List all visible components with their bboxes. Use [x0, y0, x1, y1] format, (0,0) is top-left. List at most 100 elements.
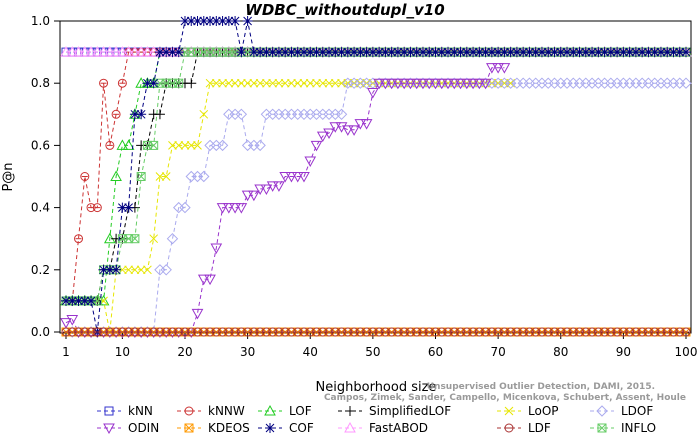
data-point-cross: [184, 423, 194, 433]
data-point: [264, 404, 276, 416]
legend-item-kNNW: kNNW: [177, 404, 245, 418]
data-point: [67, 295, 78, 306]
data-point: [105, 140, 115, 150]
data-point: [681, 327, 691, 337]
data-point: [103, 423, 115, 434]
data-point: [498, 63, 511, 74]
legend-label: LOF: [289, 404, 312, 418]
data-point: [167, 47, 178, 58]
data-point: [287, 78, 296, 88]
data-point: [637, 47, 648, 58]
data-point: [110, 170, 122, 181]
data-point: [279, 172, 292, 183]
data-point: [116, 139, 129, 150]
data-point-cross: [130, 234, 140, 244]
data-point: [217, 16, 228, 26]
data-point: [674, 47, 685, 58]
data-point: [60, 46, 72, 57]
data-point: [193, 141, 202, 150]
data-point: [237, 78, 246, 88]
data-point: [168, 141, 177, 150]
data-point: [111, 264, 122, 275]
data-point: [235, 203, 248, 214]
x-axis: 1 10 20 30 40 50 60 70 80 90 100: [62, 333, 697, 359]
data-point: [330, 78, 340, 88]
data-point: [260, 184, 273, 195]
data-point: [85, 46, 97, 57]
data-point: [198, 16, 209, 26]
data-point: [630, 47, 641, 58]
data-point: [268, 78, 278, 88]
data-point: [205, 78, 215, 88]
credit-line-2: Unsupervised Outlier Detection, DAMI, 20…: [427, 382, 655, 392]
data-point: [261, 47, 272, 58]
legend-item-COF: COF: [258, 421, 314, 434]
data-point: [186, 16, 197, 26]
data-point: [681, 47, 691, 58]
data-point: [122, 46, 135, 57]
data-point: [597, 423, 607, 433]
data-point: [479, 78, 492, 90]
data-point: [323, 128, 335, 139]
data-point: [316, 131, 329, 143]
data-point: [204, 274, 216, 286]
y-tick-label: 0.0: [31, 325, 50, 339]
data-point: [504, 423, 514, 433]
y-tick-label: 0.2: [31, 263, 50, 277]
data-point: [216, 139, 229, 152]
data-point: [649, 47, 660, 58]
legend-item-LOF: LOF: [258, 404, 312, 418]
legend-label: KDEOS: [208, 421, 250, 434]
data-point: [392, 47, 403, 58]
data-point: [467, 78, 479, 90]
data-point: [655, 47, 666, 58]
credit-line-1: Campos, Zimek, Sander, Campello, Micenko…: [324, 393, 686, 403]
legend-label: LoOP: [528, 404, 559, 418]
data-point: [265, 423, 275, 433]
legend-label: SimplifiedLOF: [369, 404, 451, 418]
data-point: [435, 78, 448, 90]
data-point-cross: [174, 78, 184, 88]
data-point: [129, 109, 140, 120]
data-point: [243, 78, 252, 88]
data-point: [574, 47, 585, 58]
data-point: [274, 78, 284, 88]
data-point: [262, 78, 271, 88]
data-point: [349, 47, 360, 58]
data-point: [191, 308, 204, 320]
data-point: [342, 47, 353, 58]
series-line: [72, 82, 686, 333]
data-point: [530, 47, 541, 58]
legend-item-LDOF: LDOF: [590, 404, 653, 418]
data-point: [230, 16, 241, 26]
data-point: [186, 47, 196, 57]
data-point: [222, 203, 235, 214]
series-line: [66, 51, 686, 302]
legend-label: INFLO: [621, 421, 656, 434]
data-point: [78, 46, 91, 57]
data-point: [493, 47, 504, 58]
data-point: [443, 47, 454, 58]
data-point: [166, 232, 179, 245]
data-point: [662, 47, 673, 58]
x-tick-label: 80: [553, 345, 568, 359]
data-point: [179, 201, 191, 214]
legend-item-LDF: LDF: [497, 421, 551, 434]
data-point: [562, 47, 573, 58]
data-point: [248, 190, 260, 202]
data-point: [618, 47, 629, 58]
data-point: [80, 172, 90, 181]
series-ODIN: [60, 63, 511, 339]
data-point: [505, 47, 516, 58]
data-point: [324, 47, 335, 58]
data-point: [218, 78, 227, 88]
data-point: [255, 47, 266, 58]
data-point: [405, 47, 416, 58]
data-point: [449, 47, 460, 58]
data-point: [74, 234, 84, 244]
legend-item-ODIN: ODIN: [97, 421, 159, 434]
data-point: [104, 406, 114, 416]
data-point: [329, 122, 342, 133]
data-point: [211, 78, 221, 88]
data-point: [555, 47, 566, 58]
